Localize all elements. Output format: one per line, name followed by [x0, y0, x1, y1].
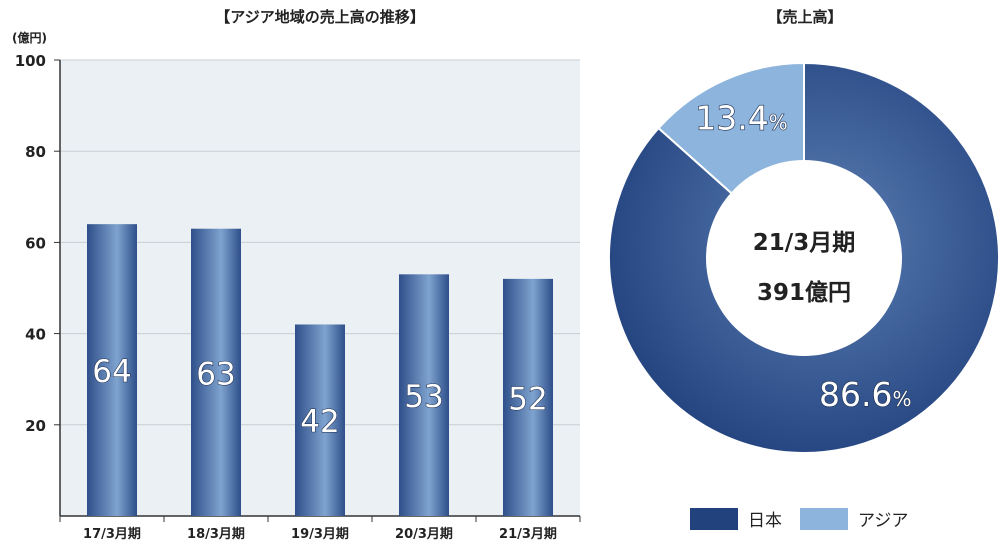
x-tick-label: 17/3月期 — [83, 527, 141, 542]
y-tick-label: 100 — [15, 52, 46, 70]
x-tick-label: 21/3月期 — [499, 527, 557, 542]
bar-value-label: 42 — [300, 404, 339, 440]
y-tick-label: 20 — [25, 417, 46, 435]
pie-chart-title: 【売上高】 — [767, 8, 843, 26]
pie-slice-label: 86.6% — [819, 375, 912, 414]
bar — [503, 278, 553, 516]
donut-hole — [706, 160, 902, 356]
x-tick-label: 20/3月期 — [395, 527, 453, 542]
legend-label-asia: アジア — [858, 511, 909, 531]
x-tick-label: 19/3月期 — [291, 527, 349, 542]
donut-center-period: 21/3月期 — [753, 230, 855, 256]
y-tick-label: 60 — [25, 234, 46, 252]
bar-value-label: 64 — [92, 354, 131, 390]
legend-item-asia: アジア — [800, 506, 908, 531]
bar — [191, 228, 241, 516]
x-tick-label: 18/3月期 — [187, 527, 245, 542]
bar-chart-title: 【アジア地域の売上高の推移】 — [215, 8, 425, 26]
bar — [87, 224, 137, 516]
bar-value-label: 52 — [508, 381, 547, 417]
legend-label-japan: 日本 — [748, 511, 782, 531]
y-tick-label: 40 — [25, 326, 46, 344]
bar-value-label: 53 — [404, 379, 443, 415]
bar — [399, 274, 449, 516]
bar-value-label: 63 — [196, 356, 235, 392]
pie-slice-label: 13.4% — [695, 98, 788, 137]
legend-swatch-asia — [800, 507, 848, 530]
legend-item-japan: 日本 — [690, 506, 782, 531]
donut-center-total: 391億円 — [757, 279, 851, 306]
y-axis-unit: (億円) — [12, 31, 47, 45]
y-tick-label: 80 — [25, 143, 46, 161]
bar — [295, 324, 345, 516]
legend-swatch-japan — [690, 507, 738, 530]
